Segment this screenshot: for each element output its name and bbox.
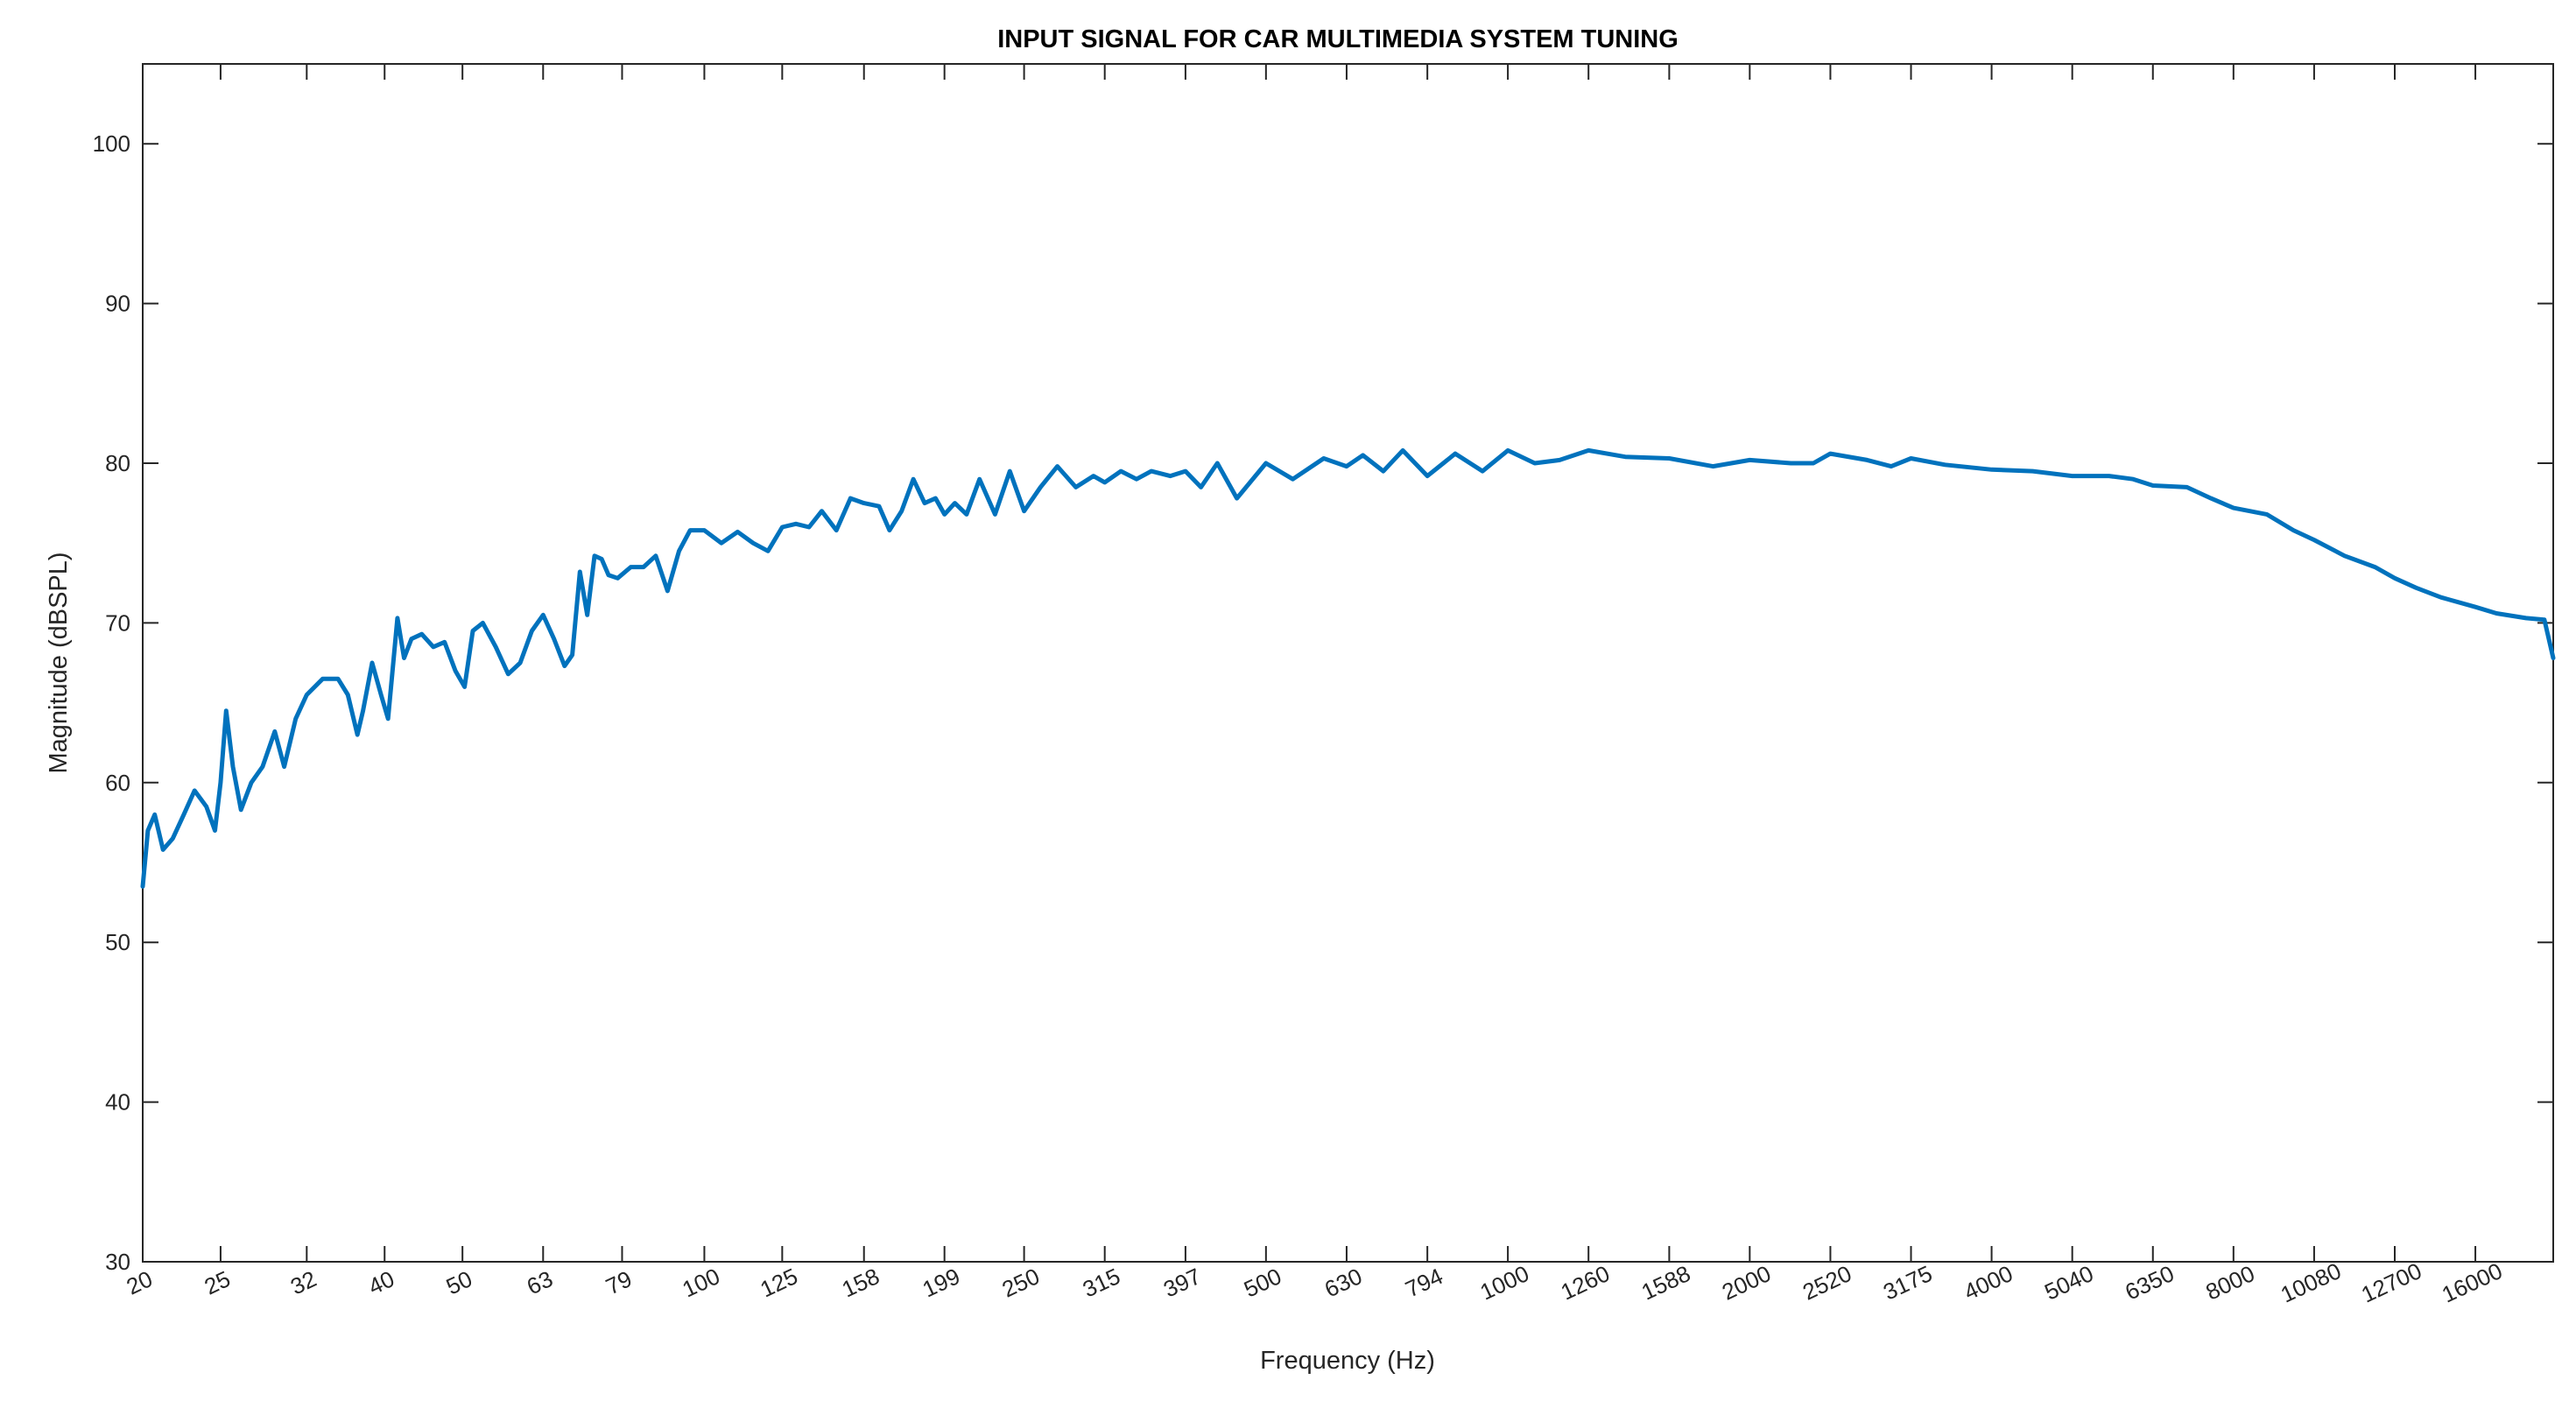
x-tick-label: 315	[1079, 1263, 1124, 1303]
x-tick-label: 32	[286, 1265, 320, 1299]
x-tick-label: 79	[602, 1265, 636, 1299]
x-tick-label: 794	[1401, 1263, 1446, 1303]
y-tick-label: 30	[105, 1249, 130, 1275]
x-tick-label: 2000	[1718, 1260, 1775, 1306]
x-tick-label: 50	[442, 1265, 476, 1299]
x-tick-label: 8000	[2201, 1260, 2258, 1306]
x-tick-label: 3175	[1879, 1260, 1936, 1306]
x-tick-label: 5040	[2040, 1260, 2097, 1306]
y-axis: 30 40 50 60 70 80 90 100	[93, 130, 2553, 1275]
x-tick-label: 6350	[2121, 1260, 2178, 1306]
x-tick-label: 500	[1240, 1263, 1285, 1303]
x-tick-label: 12700	[2357, 1257, 2425, 1308]
x-tick-label: 630	[1320, 1263, 1366, 1303]
x-tick-label: 1000	[1476, 1260, 1533, 1306]
y-tick-label: 100	[93, 130, 130, 157]
x-tick-label: 25	[201, 1265, 235, 1299]
x-axis-label: Frequency (Hz)	[1260, 1347, 1435, 1375]
y-tick-label: 80	[105, 450, 130, 476]
x-tick-label: 199	[918, 1263, 964, 1303]
x-tick-label: 1260	[1557, 1260, 1614, 1306]
chart-title: INPUT SIGNAL FOR CAR MULTIMEDIA SYSTEM T…	[997, 25, 1679, 53]
x-tick-label: 250	[998, 1263, 1044, 1303]
y-tick-label: 40	[105, 1089, 130, 1116]
x-tick-label: 1588	[1637, 1260, 1694, 1306]
x-tick-label: 16000	[2438, 1257, 2506, 1308]
x-tick-label: 158	[838, 1263, 883, 1303]
y-tick-label: 60	[105, 770, 130, 796]
plot-area-frame	[142, 63, 2554, 1263]
x-tick-label: 125	[757, 1263, 802, 1303]
x-tick-label: 100	[679, 1263, 724, 1303]
x-tick-label: 63	[523, 1265, 557, 1299]
y-axis-label: Magnitude (dBSPL)	[45, 552, 73, 773]
x-tick-label: 397	[1159, 1263, 1205, 1303]
y-tick-label: 90	[105, 291, 130, 317]
y-tick-label: 50	[105, 929, 130, 955]
magnitude-series-line	[140, 447, 2556, 889]
x-tick-label: 10080	[2277, 1257, 2345, 1308]
x-tick-label: 40	[364, 1265, 398, 1299]
x-tick-label: 2520	[1798, 1260, 1855, 1306]
x-tick-label: 4000	[1960, 1260, 2016, 1306]
x-axis: 20 25 32 40 50 63 79 100 125 158 199 250 315 397 500 63…	[123, 64, 2506, 1308]
y-tick-label: 70	[105, 609, 130, 636]
